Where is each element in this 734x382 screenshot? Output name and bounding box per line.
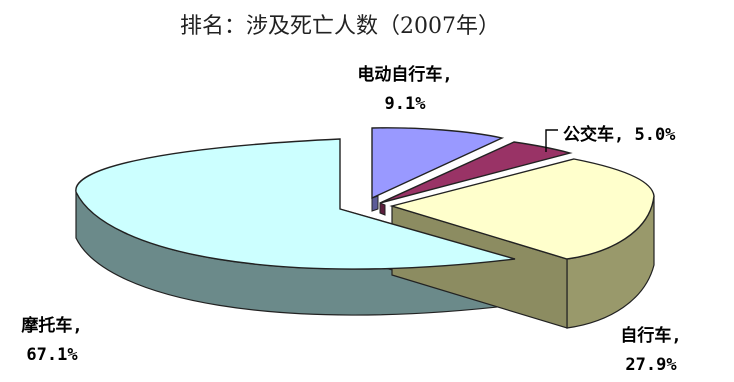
label-ebike-value: 9.1% <box>385 94 427 114</box>
pie-side-bus <box>379 202 386 216</box>
label-bike-category: 自行车, <box>620 325 681 346</box>
bus-leader-line <box>545 129 558 152</box>
pie-slice-ebike <box>371 127 505 200</box>
label-moto-category: 摩托车, <box>21 315 82 336</box>
chart-title: 排名：涉及死亡人数（2007年） <box>180 14 500 39</box>
label-moto-value: 67.1% <box>26 345 78 365</box>
pie-slice-bike <box>389 158 655 260</box>
pie-slices <box>75 127 655 270</box>
pie-slice-moto <box>75 138 516 270</box>
label-bus: 公交车, 5.0% <box>563 124 676 145</box>
pie-slice-bus <box>379 141 573 204</box>
label-ebike-category: 电动自行车, <box>357 64 452 85</box>
label-bike-value: 27.9% <box>625 355 677 375</box>
